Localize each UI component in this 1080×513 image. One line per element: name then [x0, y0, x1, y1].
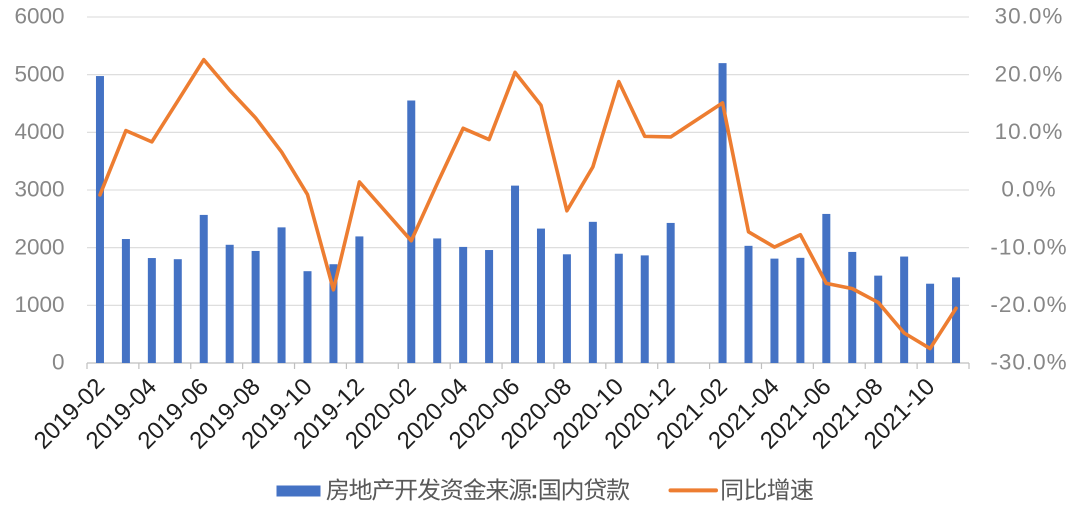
svg-text:10.0%: 10.0%	[995, 119, 1064, 144]
svg-text:0: 0	[52, 350, 65, 375]
svg-text:-20.0%: -20.0%	[990, 292, 1067, 317]
svg-text:-10.0%: -10.0%	[990, 234, 1067, 259]
svg-text:20.0%: 20.0%	[995, 61, 1064, 86]
svg-text:30.0%: 30.0%	[995, 4, 1064, 29]
svg-text:-30.0%: -30.0%	[990, 350, 1067, 375]
svg-text:6000: 6000	[14, 4, 64, 29]
svg-text:0.0%: 0.0%	[1001, 177, 1056, 202]
svg-text:2000: 2000	[14, 234, 64, 259]
svg-text:4000: 4000	[14, 119, 64, 144]
svg-text:1000: 1000	[14, 292, 64, 317]
svg-text:3000: 3000	[14, 177, 64, 202]
svg-text:5000: 5000	[14, 61, 64, 86]
